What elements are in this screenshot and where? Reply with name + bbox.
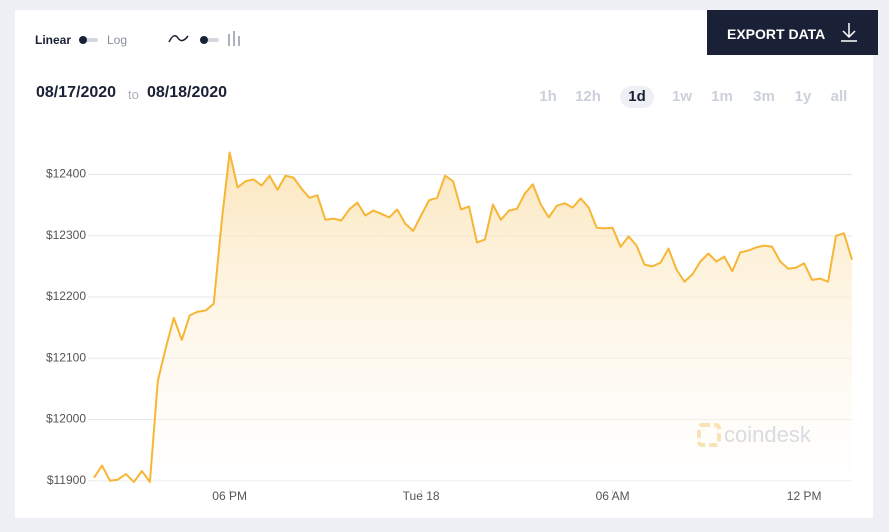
area bbox=[94, 152, 852, 490]
scale-log[interactable]: Log bbox=[107, 33, 128, 47]
date-from[interactable]: 08/17/2020 bbox=[36, 84, 117, 101]
scale-linear[interactable]: Linear bbox=[35, 33, 72, 47]
y-tick-label: $12000 bbox=[46, 412, 86, 426]
range-button[interactable]: 1h bbox=[539, 88, 557, 105]
export-label: EXPORT DATA bbox=[727, 26, 826, 42]
y-tick-label: $12200 bbox=[46, 289, 86, 303]
x-tick-label: 12 PM bbox=[787, 489, 822, 503]
range-button[interactable]: 1m bbox=[711, 88, 733, 105]
y-tick-label: $11900 bbox=[47, 473, 86, 487]
y-tick-label: $12300 bbox=[46, 228, 86, 242]
range-button[interactable]: 12h bbox=[575, 88, 601, 105]
toggle[interactable] bbox=[78, 35, 100, 45]
export-button[interactable]: EXPORT DATA bbox=[707, 10, 878, 55]
chart-type-toggle[interactable] bbox=[167, 30, 245, 48]
date-to[interactable]: 08/18/2020 bbox=[147, 84, 228, 101]
date-sep: to bbox=[128, 87, 139, 102]
range-button[interactable]: 1d bbox=[620, 86, 654, 108]
download-icon bbox=[841, 23, 857, 42]
y-tick-label: $12100 bbox=[46, 350, 86, 364]
x-tick-label: 06 PM bbox=[212, 489, 247, 503]
range-button[interactable]: 1y bbox=[794, 88, 812, 105]
range-button[interactable]: 3m bbox=[753, 88, 775, 105]
x-tick-label: 06 AM bbox=[596, 489, 630, 503]
range-button[interactable]: all bbox=[830, 88, 848, 105]
watermark-text: coindesk bbox=[724, 422, 812, 447]
range-button[interactable]: 1w bbox=[671, 88, 692, 105]
line bbox=[93, 151, 853, 483]
x-tick-label: Tue 18 bbox=[403, 489, 440, 503]
watermark: coindesk bbox=[697, 422, 812, 447]
y-tick-label: $12400 bbox=[46, 167, 86, 181]
